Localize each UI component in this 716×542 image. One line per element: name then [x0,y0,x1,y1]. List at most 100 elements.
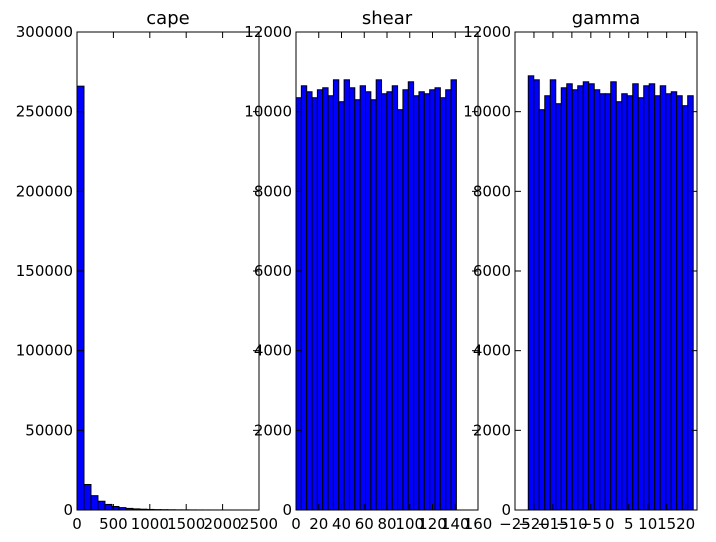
y-tick-label: 6000 [473,262,511,280]
x-tick-label: 0 [605,515,615,533]
y-tick-label: 0 [282,501,292,519]
y-tick-label: 6000 [254,262,292,280]
bar [332,79,340,511]
bar [97,500,106,511]
chart-title: shear [362,8,413,29]
bar [348,87,356,511]
bar [365,91,372,511]
bar [538,109,546,511]
x-tick-label: 160 [464,515,493,533]
bar [327,95,334,511]
bar [533,79,540,511]
bar [549,79,557,511]
y-tick-label: 8000 [473,182,511,200]
bar [665,93,672,511]
y-tick-label: 200000 [16,182,73,200]
x-tick-label: 0 [72,515,82,533]
x-tick-label: 120 [418,515,447,533]
bar [676,95,683,511]
y-tick-label: 0 [63,501,73,519]
bar [354,99,361,511]
x-tick-label: 1500 [167,515,205,533]
bar [566,83,573,511]
x-tick-label: −15 [537,515,569,533]
bar [391,85,399,511]
x-tick-label: 0 [291,515,301,533]
chart-title: gamma [572,8,641,29]
bar [632,83,639,511]
x-tick-label: −25 [499,515,531,533]
bar [83,484,92,511]
bar [359,85,367,511]
x-tick-label: −5 [580,515,602,533]
x-tick-label: −10 [556,515,588,533]
axes-frame [76,31,260,511]
x-tick-label: 15 [657,515,676,533]
y-tick-label: 12000 [463,23,511,41]
y-tick-label: 4000 [254,342,292,360]
bar [648,83,656,511]
bar [402,89,409,511]
x-tick-label: 60 [355,515,374,533]
y-tick-label: 300000 [16,23,73,41]
bar [659,85,667,511]
x-tick-label: −20 [518,515,550,533]
x-tick-label: 10 [638,515,657,533]
bar [643,85,650,511]
bar [610,81,617,511]
bar [593,89,601,511]
x-tick-label: 5 [624,515,634,533]
bar [316,89,324,511]
y-tick-label: 12000 [244,23,292,41]
x-tick-label: 500 [99,515,128,533]
bar [386,91,393,511]
bar [90,495,99,511]
y-tick-label: 10000 [244,103,292,121]
bar [555,103,562,511]
bar [560,87,568,511]
bar [381,93,388,511]
x-tick-label: 40 [332,515,351,533]
bar [306,91,313,511]
bar [604,93,612,511]
bar [599,93,606,511]
bar [413,95,420,511]
bar [654,95,661,511]
chart-title: cape [146,8,189,29]
bar [626,95,634,511]
x-tick-label: 100 [395,515,424,533]
y-tick-label: 250000 [16,103,73,121]
bar [295,97,302,511]
x-tick-label: 2500 [240,515,278,533]
bar [588,83,595,511]
bar [681,105,689,511]
bar [338,101,345,511]
x-tick-label: 20 [309,515,328,533]
y-tick-label: 2000 [254,421,292,439]
bar [429,89,436,511]
bar [582,81,590,511]
bar [637,97,645,511]
x-tick-label: 20 [676,515,695,533]
x-tick-label: 140 [441,515,470,533]
x-tick-label: 2000 [204,515,242,533]
y-tick-label: 8000 [254,182,292,200]
bar [370,99,377,511]
y-tick-label: 4000 [473,342,511,360]
bar [407,81,415,511]
bar [670,91,678,511]
x-tick-label: 1000 [131,515,169,533]
bar [577,85,584,511]
bar [311,97,318,511]
bar [439,97,447,511]
bar [423,93,431,511]
x-tick-label: 80 [377,515,396,533]
bar [621,93,628,511]
y-tick-label: 100000 [16,342,73,360]
y-tick-label: 50000 [25,421,73,439]
bar [104,503,113,511]
bar [544,95,551,511]
bar [343,79,350,511]
bar [527,75,535,511]
